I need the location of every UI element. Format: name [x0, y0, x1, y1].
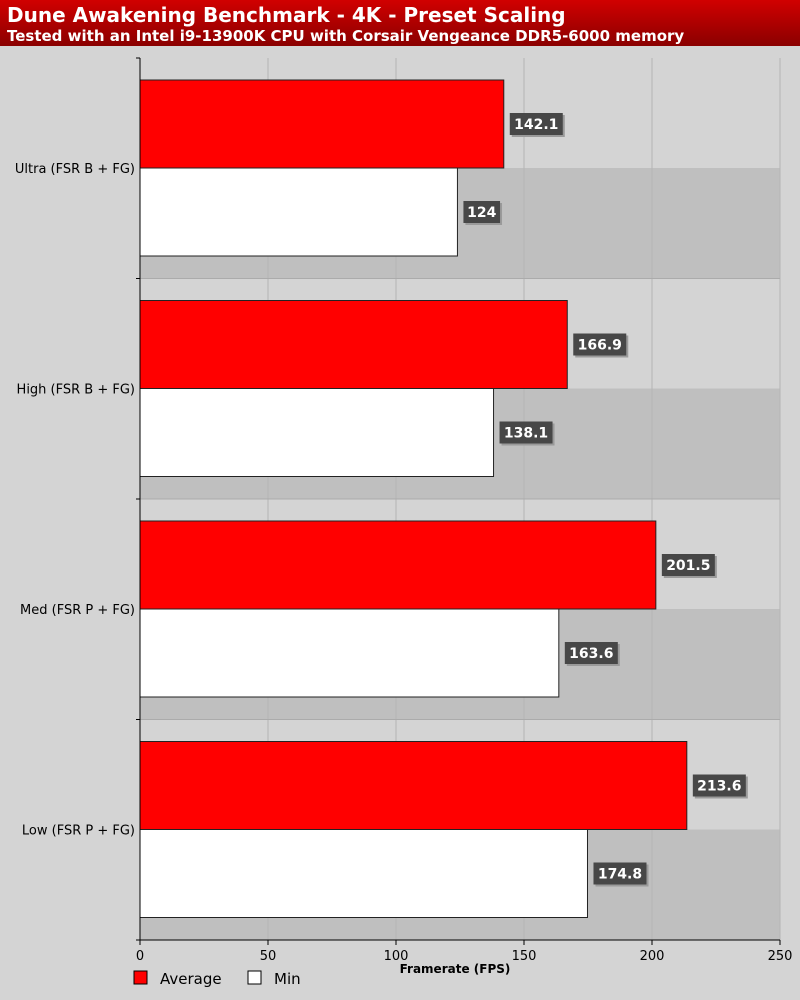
bar-min — [139, 167, 458, 257]
category-label: High (FSR B + FG) — [17, 383, 135, 398]
legend-label-average: Average — [160, 970, 222, 988]
x-tick-label: 250 — [768, 949, 793, 964]
data-label: 124 — [467, 205, 496, 221]
data-label-box — [564, 642, 618, 664]
x-tick-label: 200 — [640, 949, 665, 964]
data-label: 138.1 — [504, 426, 548, 442]
data-label: 213.6 — [697, 779, 741, 795]
data-label-box — [463, 201, 501, 223]
category-label: Med (FSR P + FG) — [20, 603, 135, 618]
category-label: Low (FSR P + FG) — [22, 824, 135, 839]
data-label: 174.8 — [598, 867, 642, 883]
data-label-box — [661, 554, 715, 576]
data-label: 201.5 — [666, 558, 710, 574]
data-label-box — [509, 113, 563, 135]
bar-average — [139, 79, 505, 169]
bar-min — [139, 608, 560, 698]
data-label: 166.9 — [578, 338, 622, 354]
data-label: 142.1 — [514, 117, 558, 133]
chart-title: Dune Awakening Benchmark - 4K - Preset S… — [7, 3, 566, 27]
data-label-box — [593, 862, 647, 885]
x-tick-label: 150 — [512, 949, 537, 964]
chart-header: Dune Awakening Benchmark - 4K - Preset S… — [0, 0, 800, 46]
data-label: 163.6 — [569, 646, 613, 662]
bar-average — [139, 300, 568, 389]
data-label-box — [499, 421, 553, 444]
legend-swatch-average — [133, 970, 148, 985]
bar-average — [139, 741, 688, 830]
category-label: Ultra (FSR B + FG) — [15, 162, 135, 177]
data-label-box — [692, 774, 746, 797]
bar-average — [139, 520, 657, 610]
x-tick-label: 100 — [384, 949, 409, 964]
data-label-box — [573, 333, 627, 356]
bar-min — [139, 829, 588, 918]
x-axis-title: Framerate (FPS) — [400, 962, 511, 976]
x-tick-label: 50 — [260, 949, 277, 964]
x-tick-label: 0 — [136, 949, 144, 964]
legend-label-min: Min — [274, 970, 301, 988]
chart-subtitle: Tested with an Intel i9-13900K CPU with … — [7, 27, 685, 45]
bar-min — [139, 388, 495, 477]
legend-swatch-min — [247, 970, 262, 985]
